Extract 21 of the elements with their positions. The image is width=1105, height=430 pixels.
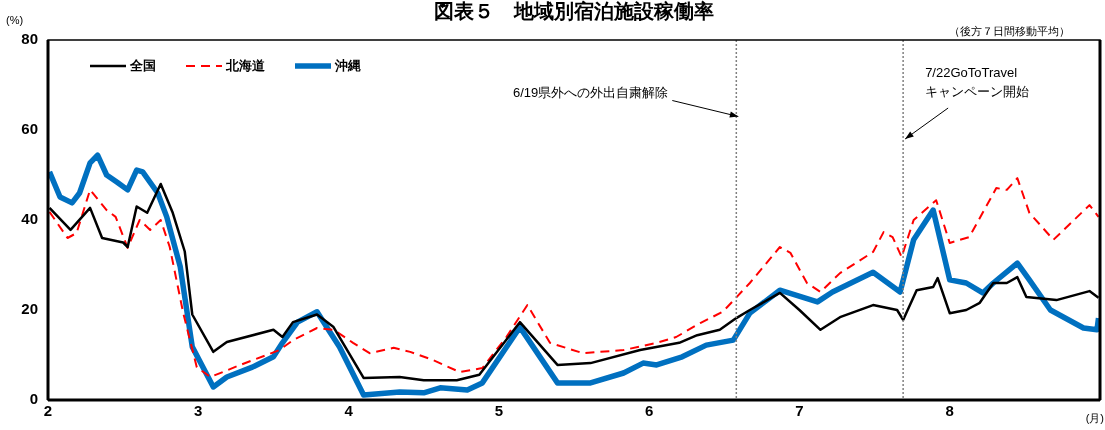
legend-label: 北海道 — [225, 57, 266, 73]
x-tick-label: 7 — [795, 402, 804, 420]
x-tick-label: 6 — [644, 402, 654, 420]
text: （後方７日間移動平均） — [949, 24, 1070, 37]
chart-title: 図表５ 地域別宿泊施設稼働率 — [434, 0, 714, 22]
y-tick-label: 40 — [21, 210, 38, 228]
x-tick-label: 4 — [344, 402, 354, 420]
legend-label: 沖縄 — [334, 57, 361, 73]
x-tick-label: 8 — [945, 402, 954, 420]
y-tick-label: 60 — [21, 120, 38, 138]
x-tick-label: 2 — [43, 402, 53, 420]
y-tick-label: 20 — [21, 300, 38, 318]
annotation: 7/22GoToTravel キャンペーン開始 — [925, 65, 1030, 100]
x-tick-label: 5 — [494, 402, 504, 420]
y-tick-label: 80 — [21, 30, 38, 48]
x-tick-label: 3 — [194, 402, 203, 420]
y-tick-label: 0 — [29, 390, 38, 408]
y-axis-title: (%) — [6, 13, 24, 26]
annotation: 6/19県外への外出自粛解除 — [513, 84, 669, 100]
legend-label: 全国 — [129, 57, 156, 73]
x-axis-title: (月) — [1085, 411, 1104, 424]
